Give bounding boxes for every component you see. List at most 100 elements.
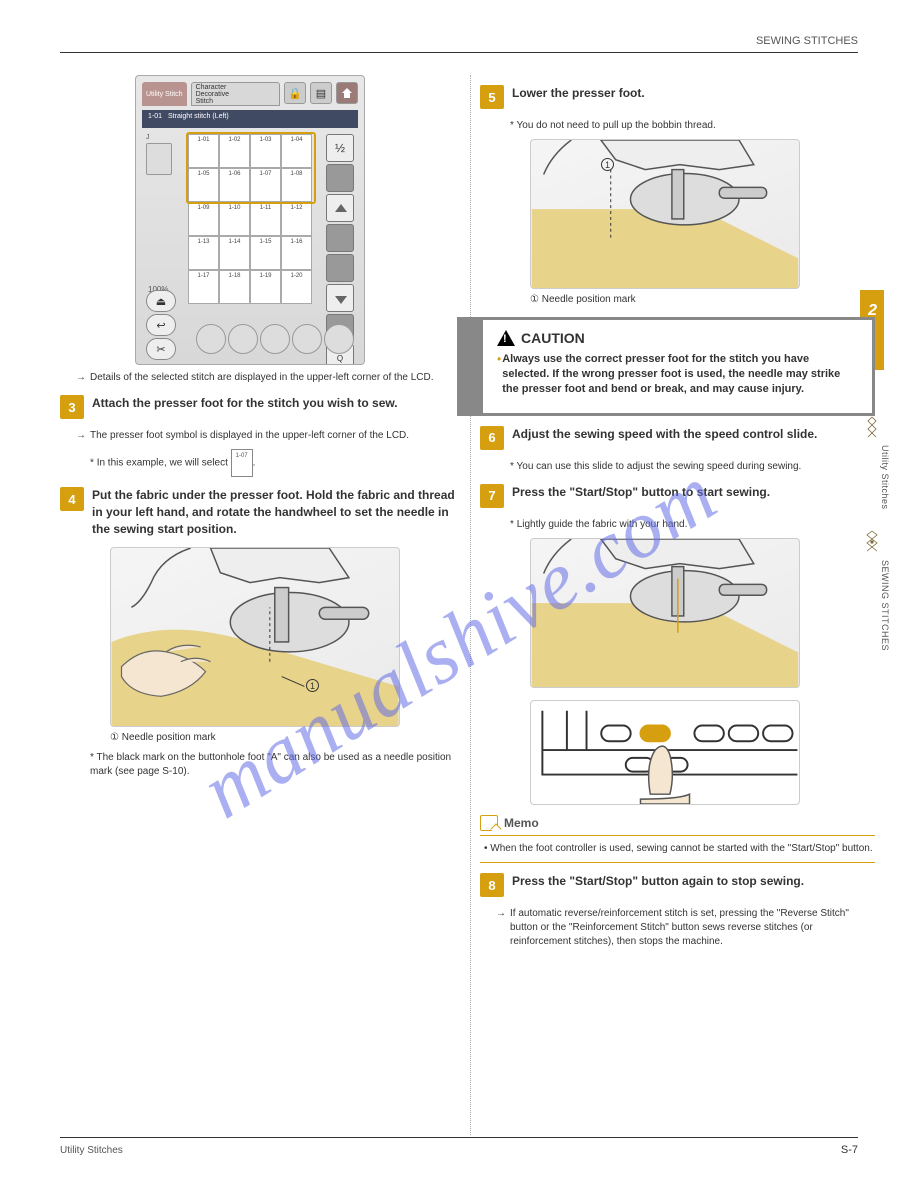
stitch-cell[interactable]: 1-18: [219, 270, 250, 304]
stitch-bar-code: 1-01: [148, 113, 162, 125]
step-4-badge: 4: [60, 487, 84, 511]
tool-circ[interactable]: [324, 324, 354, 354]
caution-band: [457, 317, 483, 416]
lcd-screenshot: Utility Stitch Character Decorative Stit…: [135, 75, 365, 365]
stitch-cell[interactable]: 1-06: [219, 168, 250, 202]
stitch-cell[interactable]: 1-15: [250, 236, 281, 270]
caution-body: Always use the correct presser foot for …: [502, 352, 858, 397]
stitch-cell[interactable]: 1-05: [188, 168, 219, 202]
asterisk-icon: *: [510, 519, 514, 530]
fig4-label-1: ① Needle position mark: [110, 731, 455, 745]
step-8-badge: 8: [480, 873, 504, 897]
memo-rule: [480, 862, 875, 863]
step2-result: →Details of the selected stitch are disp…: [90, 371, 455, 385]
pattern-btn-a[interactable]: [326, 164, 354, 192]
footer-page: S-7: [841, 1144, 858, 1156]
return-btn[interactable]: ↩: [146, 314, 176, 336]
asterisk-icon: *: [90, 458, 94, 469]
tool-circ[interactable]: [228, 324, 258, 354]
stitch-cell[interactable]: 1-11: [250, 202, 281, 236]
tool-circ[interactable]: [196, 324, 226, 354]
arrow-icon: →: [76, 430, 86, 441]
stitch-cell[interactable]: 1-17: [188, 270, 219, 304]
home-icon[interactable]: [336, 82, 358, 104]
presser-foot-icon: [146, 143, 172, 175]
figure-step5: 1: [530, 139, 800, 289]
stitch-cell[interactable]: 1-03: [250, 134, 281, 168]
fig5-label-1: ① Needle position mark: [530, 293, 875, 307]
figure-step7a: [530, 538, 800, 688]
step-8-text: Press the "Start/Stop" button again to s…: [512, 873, 875, 897]
page-fraction: ½: [326, 134, 354, 162]
step8-tail: →If automatic reverse/reinforcement stit…: [510, 907, 875, 949]
step-7-text: Press the "Start/Stop" button to start s…: [512, 484, 875, 508]
step-3-text: Attach the presser foot for the stitch y…: [92, 395, 455, 419]
bottom-toolbar: [196, 324, 356, 358]
arrow-icon: →: [76, 372, 86, 383]
step5-sub: * You do not need to pull up the bobbin …: [510, 119, 875, 133]
caution-box: CAUTION • Always use the correct presser…: [480, 317, 875, 416]
memo-body: • When the foot controller is used, sewi…: [484, 842, 875, 857]
stitch-cell[interactable]: 1-08: [281, 168, 312, 202]
memo-icon: [480, 815, 498, 831]
figure-buttons: [530, 700, 800, 805]
stitch-cell[interactable]: 1-10: [219, 202, 250, 236]
caution-title: CAUTION: [521, 330, 585, 346]
tab-utility-stitch[interactable]: Utility Stitch: [142, 82, 187, 106]
stitch-cell[interactable]: 1-07: [250, 168, 281, 202]
stitch-cell[interactable]: 1-04: [281, 134, 312, 168]
footer-left: Utility Stitches: [60, 1145, 123, 1156]
foot-lift-btn[interactable]: ⏏: [146, 290, 176, 312]
stitch-cell[interactable]: 1-01: [188, 134, 219, 168]
stitch-cell[interactable]: 1-02: [219, 134, 250, 168]
header-section: SEWING STITCHES: [756, 35, 858, 47]
foot-letter: J: [146, 134, 182, 141]
figure-step4: 1: [110, 547, 400, 727]
step7-sub: * Lightly guide the fabric with your han…: [510, 518, 875, 532]
cut-btn[interactable]: ✂: [146, 338, 176, 360]
asterisk-icon: *: [90, 752, 94, 763]
pattern-btn-c[interactable]: [326, 254, 354, 282]
fig4-note: * The black mark on the buttonhole foot …: [90, 751, 455, 779]
tool-circ[interactable]: [292, 324, 322, 354]
stitch-grid: 1-01 1-02 1-03 1-04 1-05 1-06 1-07 1-08 …: [188, 134, 316, 304]
arrow-icon: →: [496, 908, 506, 919]
pattern-btn-b[interactable]: [326, 224, 354, 252]
down-arrow-icon[interactable]: [326, 284, 354, 312]
lock-icon[interactable]: 🔒: [284, 82, 306, 104]
stitch-cell[interactable]: 1-12: [281, 202, 312, 236]
memo-box: Memo • When the foot controller is used,…: [480, 815, 875, 864]
memo-title: Memo: [504, 816, 539, 830]
step-6-badge: 6: [480, 426, 504, 450]
column-divider: [470, 75, 471, 1135]
step-4-text: Put the fabric under the presser foot. H…: [92, 487, 455, 537]
step3-sub: →The presser foot symbol is displayed in…: [90, 429, 455, 443]
header-rule: [60, 52, 858, 53]
tab-char-decorative[interactable]: Character Decorative Stitch: [191, 82, 280, 106]
warning-icon: [497, 330, 515, 346]
stitch-cell[interactable]: 1-16: [281, 236, 312, 270]
step6-sub: * You can use this slide to adjust the s…: [510, 460, 875, 474]
side-caption-2: SEWING STITCHES: [880, 560, 890, 651]
asterisk-icon: *: [510, 120, 514, 131]
stitch-icon-1-07: 1-07: [231, 449, 253, 477]
step3-note: * In this example, we will select 1-07.: [90, 449, 455, 477]
tool-circ[interactable]: [260, 324, 290, 354]
up-arrow-icon[interactable]: [326, 194, 354, 222]
stitch-cell[interactable]: 1-09: [188, 202, 219, 236]
step-5-badge: 5: [480, 85, 504, 109]
memo-rule: [480, 835, 875, 836]
step-7-badge: 7: [480, 484, 504, 508]
stitch-cell[interactable]: 1-13: [188, 236, 219, 270]
step-6-text: Adjust the sewing speed with the speed c…: [512, 426, 875, 450]
stitch-bar-label: Straight stitch (Left): [168, 113, 229, 125]
stitch-cell[interactable]: 1-19: [250, 270, 281, 304]
manual-icon[interactable]: ▤: [310, 82, 332, 104]
stitch-cell[interactable]: 1-14: [219, 236, 250, 270]
side-caption-1: Utility Stitches: [880, 445, 890, 510]
stitch-cell[interactable]: 1-20: [281, 270, 312, 304]
step-3-badge: 3: [60, 395, 84, 419]
asterisk-icon: *: [510, 461, 514, 472]
callout-1: 1: [601, 158, 614, 171]
step-5-text: Lower the presser foot.: [512, 85, 875, 109]
